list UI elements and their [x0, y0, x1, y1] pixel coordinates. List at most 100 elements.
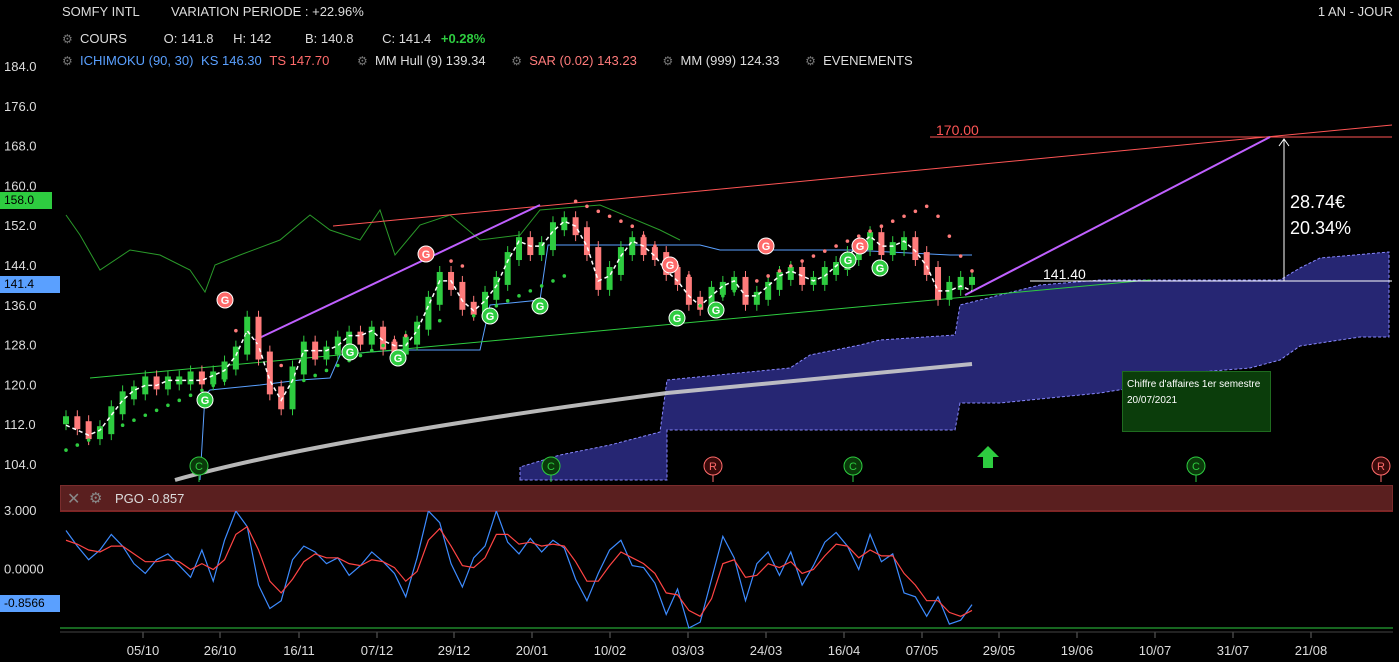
candle-body	[368, 326, 375, 345]
pgo-line	[65, 509, 973, 629]
sar-dot	[902, 214, 906, 219]
price-badge-green: 158.0	[0, 192, 52, 209]
sar-dot	[279, 363, 283, 368]
signal-sell-marker	[417, 245, 435, 263]
pgo-tick-label: 0.0000	[4, 562, 44, 577]
events-label: EVENEMENTS	[823, 53, 913, 68]
rising-channel-line	[254, 204, 541, 341]
sar-dot	[936, 214, 940, 219]
sar-dot	[924, 204, 929, 209]
gear-icon[interactable]: ⚙	[357, 54, 368, 68]
signal-buy-marker-letter: G	[844, 255, 853, 267]
x-tick-label: 31/07	[1217, 643, 1250, 658]
period-selector[interactable]: 1 AN - JOUR	[1317, 4, 1393, 19]
coupon-event-letter: C	[547, 461, 555, 473]
candle-body	[255, 316, 262, 360]
sar-dot	[517, 294, 521, 298]
candle-body	[504, 252, 511, 285]
sar-dot	[494, 304, 499, 308]
candle-body	[731, 276, 738, 290]
candle-body	[414, 321, 421, 345]
sar-dot	[732, 289, 736, 293]
y-tick-label: 176.0	[4, 99, 37, 114]
signal-buy-marker-letter: G	[394, 353, 403, 365]
gain-percent: 20.34%	[1290, 218, 1352, 238]
gear-icon[interactable]: ⚙	[62, 32, 73, 46]
candle-body	[232, 346, 239, 370]
candle-body	[153, 376, 160, 390]
coupon-event-icon	[189, 456, 209, 476]
hull-ma-line	[65, 220, 973, 436]
y-tick-label: 104.0	[4, 457, 37, 472]
x-tick-label: 16/11	[283, 643, 315, 658]
sar-dot	[913, 209, 918, 214]
result-event-icon	[703, 456, 723, 476]
gear-icon[interactable]: ⚙	[511, 54, 522, 68]
candle-body	[889, 242, 896, 256]
ts-label: TS 147.70	[269, 53, 330, 68]
x-tick-label: 21/08	[1295, 643, 1328, 658]
gear-icon[interactable]: ⚙	[89, 490, 103, 507]
sar-dot	[256, 343, 261, 348]
candle-body	[946, 281, 953, 300]
coupon-event-letter: C	[849, 461, 857, 473]
candle-body	[266, 351, 273, 395]
sar-dot	[777, 269, 782, 273]
candle-body	[187, 371, 194, 385]
pgo-current-badge: -0.8566	[0, 595, 60, 612]
event-title: Chiffre d'affaires 1er semestre	[1127, 379, 1261, 390]
x-tick-label: 07/05	[906, 643, 939, 658]
candle-body	[867, 232, 874, 251]
sar-dot	[970, 269, 974, 273]
sar-dot	[607, 214, 612, 219]
candle-body	[776, 271, 783, 290]
sar-dot	[868, 229, 872, 233]
sar-dot	[449, 259, 453, 263]
sar-label: SAR (0.02) 143.23	[529, 53, 637, 68]
gear-icon[interactable]: ⚙	[805, 54, 816, 68]
candle-body	[436, 271, 443, 305]
up-arrow-icon	[977, 446, 999, 468]
signal-sell-marker-letter: G	[422, 249, 431, 261]
x-tick-label: 07/12	[361, 643, 394, 658]
signal-sell-marker-letter: G	[221, 295, 230, 307]
candle-body	[742, 276, 749, 305]
signal-sell-marker-letter: G	[666, 260, 675, 272]
sar-dot	[709, 299, 714, 303]
candle-body	[289, 366, 296, 410]
signal-buy-marker	[707, 301, 725, 319]
quote-legend: ⚙ COURS O: 141.8 H: 142 B: 140.8 C: 141.4…	[62, 31, 505, 46]
y-tick-label: 128.0	[4, 338, 37, 353]
low-value: B: 140.8	[305, 31, 354, 46]
period-variation: VARIATION PERIODE : +22.96%	[171, 4, 364, 19]
gear-icon[interactable]: ⚙	[62, 54, 73, 68]
x-tick-label: 16/04	[828, 643, 861, 658]
signal-sell-marker-letter: G	[762, 241, 771, 253]
pgo-tick-label: 3.000	[4, 503, 37, 518]
candle-body	[697, 296, 704, 310]
support-trendline	[89, 279, 1151, 379]
sar-dot	[562, 274, 567, 278]
sar-dot	[426, 323, 431, 328]
gain-arrow-head	[1278, 138, 1290, 147]
level-price-label: 141.40	[1043, 266, 1086, 282]
x-tick-label: 29/12	[438, 643, 471, 658]
sar-dot	[856, 234, 861, 238]
signal-buy-marker	[341, 343, 359, 361]
result-event-icon	[1371, 456, 1391, 476]
close-icon[interactable]: ✕	[67, 491, 81, 508]
sar-dot	[822, 249, 827, 253]
sar-dot	[177, 398, 182, 403]
sar-dot	[698, 304, 702, 308]
sar-dot	[596, 209, 601, 214]
sar-dot	[743, 284, 748, 288]
gear-icon[interactable]: ⚙	[662, 54, 674, 68]
candle-body	[323, 346, 330, 360]
x-tick-label: 19/06	[1061, 643, 1094, 658]
sar-dot	[845, 239, 850, 243]
signal-buy-marker-letter: G	[876, 263, 885, 275]
candle-body	[278, 386, 285, 410]
candle-body	[935, 266, 942, 300]
candle-body	[583, 227, 590, 256]
